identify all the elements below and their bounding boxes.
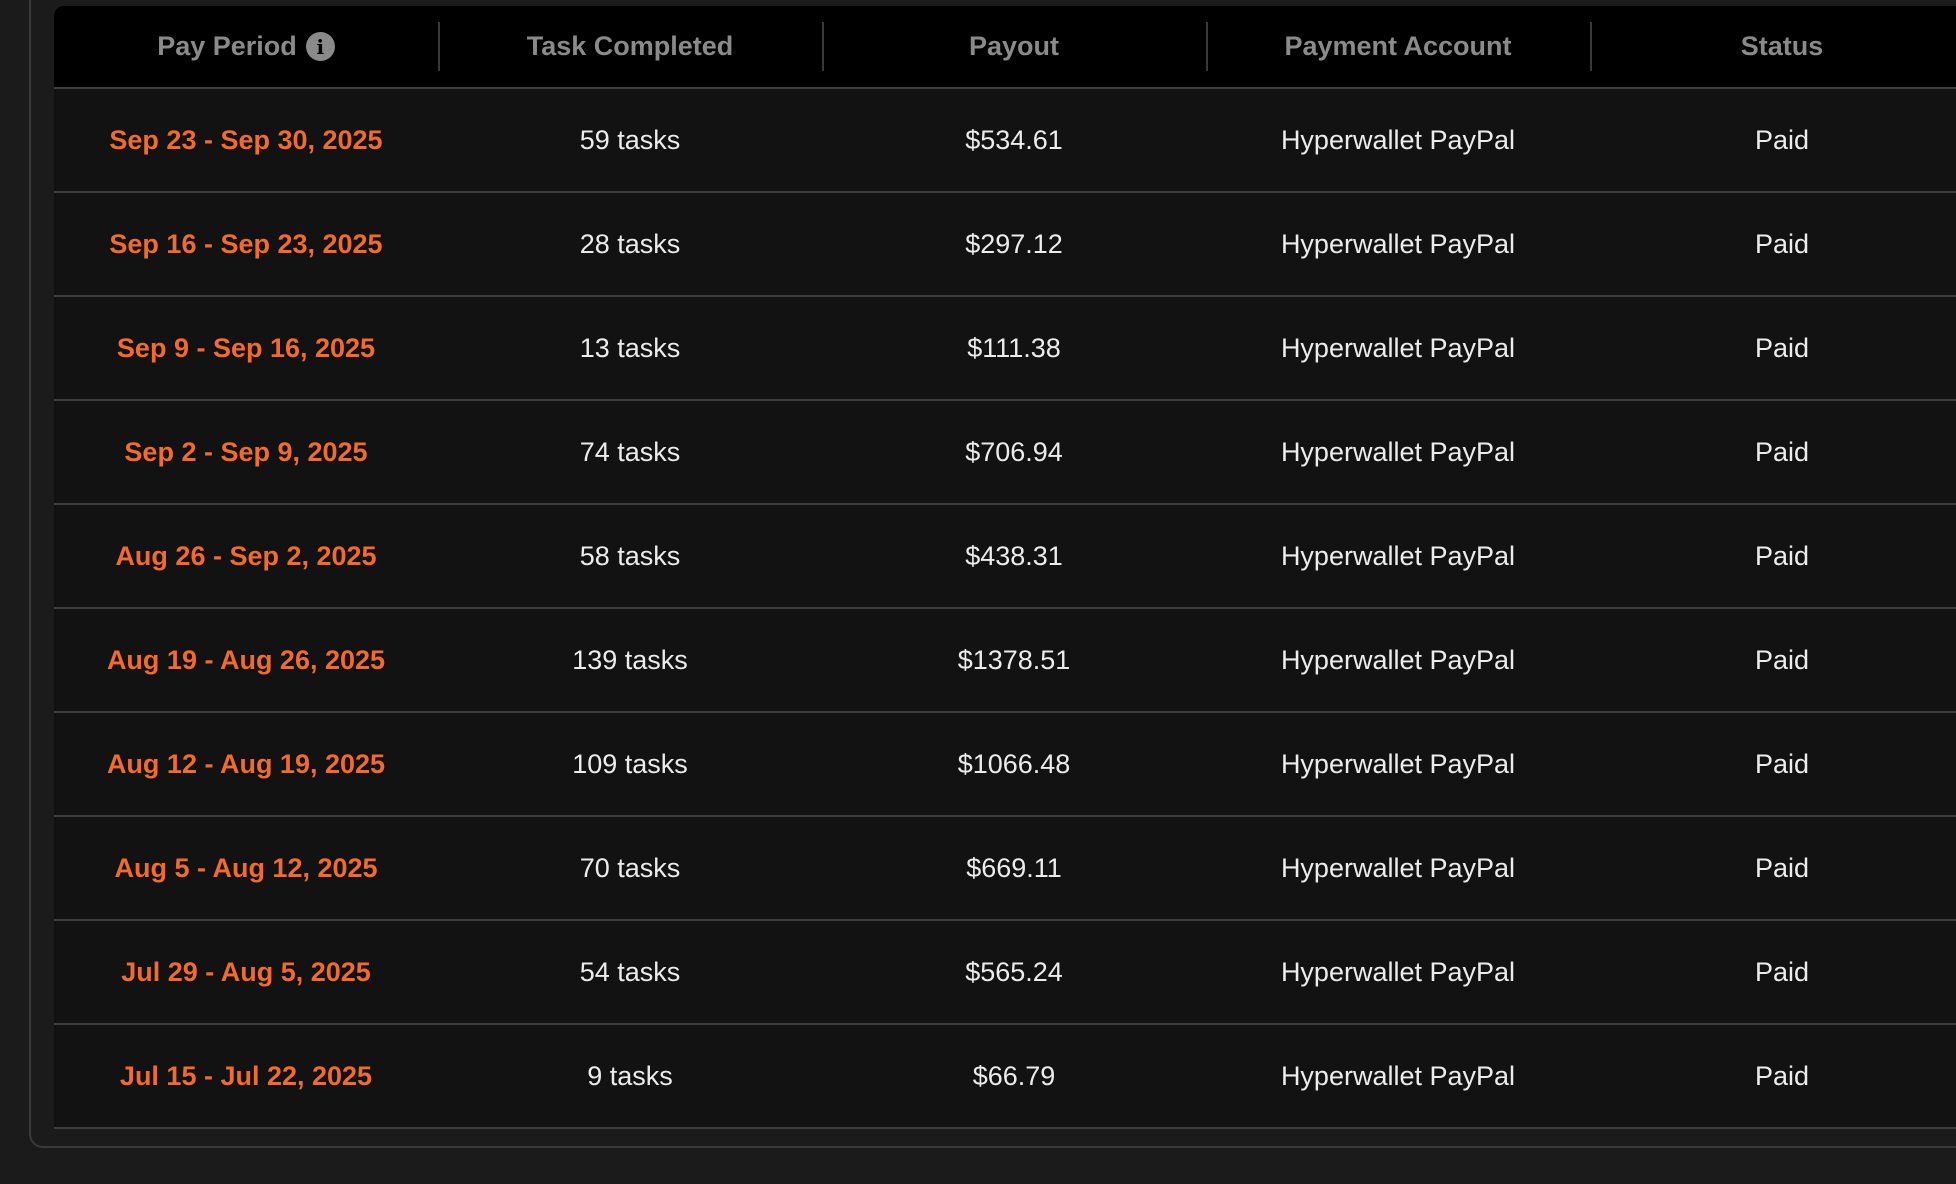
tasks-cell: 74 tasks bbox=[579, 436, 681, 467]
status-cell: Paid bbox=[1754, 436, 1810, 467]
payout-cell: $565.24 bbox=[965, 956, 1063, 987]
payout-cell: $534.61 bbox=[965, 124, 1063, 155]
tasks-cell: 58 tasks bbox=[579, 540, 681, 571]
status-cell: Paid bbox=[1754, 956, 1810, 987]
payment-account-cell: Hyperwallet PayPal bbox=[1280, 644, 1516, 675]
status-cell: Paid bbox=[1754, 1060, 1810, 1091]
status-cell: Paid bbox=[1754, 332, 1810, 363]
table-row[interactable]: Sep 23 - Sep 30, 2025 59 tasks $534.61 Hype… bbox=[54, 89, 1956, 193]
payment-account-cell: Hyperwallet PayPal bbox=[1280, 748, 1516, 779]
table-row[interactable]: Aug 12 - Aug 19, 2025 109 tasks $1066.48 Hy… bbox=[54, 713, 1956, 817]
payout-cell: $297.12 bbox=[965, 228, 1063, 259]
payment-account-cell: Hyperwallet PayPal bbox=[1280, 228, 1516, 259]
table-body: Sep 23 - Sep 30, 2025 59 tasks $534.61 Hype… bbox=[54, 89, 1956, 1129]
payment-account-cell: Hyperwallet PayPal bbox=[1280, 540, 1516, 571]
payout-cell: $706.94 bbox=[965, 436, 1063, 467]
table-row[interactable]: Aug 26 - Sep 2, 2025 58 tasks $438.31 Hyper… bbox=[54, 505, 1956, 609]
status-cell: Paid bbox=[1754, 852, 1810, 883]
pay-period-cell: Jul 29 - Aug 5, 2025 bbox=[121, 956, 371, 987]
tasks-cell: 70 tasks bbox=[579, 852, 681, 883]
pay-period-cell: Sep 23 - Sep 30, 2025 bbox=[109, 124, 383, 155]
payouts-table: Pay Period i Task Completed Payout Payme… bbox=[54, 6, 1956, 1129]
status-cell: Paid bbox=[1754, 644, 1810, 675]
payout-cell: $111.38 bbox=[967, 332, 1061, 363]
pay-period-cell: Aug 19 - Aug 26, 2025 bbox=[106, 644, 386, 675]
payout-cell: $1378.51 bbox=[957, 644, 1071, 675]
tasks-cell: 54 tasks bbox=[579, 956, 681, 987]
payment-account-cell: Hyperwallet PayPal bbox=[1280, 956, 1516, 987]
header-pay-period[interactable]: Pay Period i bbox=[54, 6, 438, 87]
pay-period-cell: Aug 26 - Sep 2, 2025 bbox=[115, 540, 377, 571]
header-status[interactable]: Status bbox=[1590, 6, 1956, 87]
table-row[interactable]: Aug 5 - Aug 12, 2025 70 tasks $669.11 Hyper… bbox=[54, 817, 1956, 921]
header-label: Pay Period bbox=[157, 31, 297, 61]
payment-account-cell: Hyperwallet PayPal bbox=[1280, 332, 1516, 363]
tasks-cell: 109 tasks bbox=[572, 748, 688, 779]
pay-period-cell: Sep 9 - Sep 16, 2025 bbox=[116, 332, 376, 363]
pay-period-cell: Sep 16 - Sep 23, 2025 bbox=[109, 228, 383, 259]
info-icon[interactable]: i bbox=[305, 32, 335, 61]
payment-account-cell: Hyperwallet PayPal bbox=[1280, 852, 1516, 883]
pay-period-cell: Aug 5 - Aug 12, 2025 bbox=[114, 852, 378, 883]
payout-cell: $1066.48 bbox=[957, 748, 1071, 779]
payment-account-cell: Hyperwallet PayPal bbox=[1280, 436, 1516, 467]
pay-period-cell: Sep 2 - Sep 9, 2025 bbox=[124, 436, 368, 467]
tasks-cell: 139 tasks bbox=[572, 644, 688, 675]
tasks-cell: 13 tasks bbox=[579, 332, 681, 363]
header-task-completed[interactable]: Task Completed bbox=[438, 6, 822, 87]
tasks-cell: 59 tasks bbox=[579, 124, 681, 155]
payout-cell: $438.31 bbox=[965, 540, 1063, 571]
table-row[interactable]: Sep 2 - Sep 9, 2025 74 tasks $706.94 Hyperw… bbox=[54, 401, 1956, 505]
table-row[interactable]: Sep 9 - Sep 16, 2025 13 tasks $111.38 Hyper… bbox=[54, 297, 1956, 401]
tasks-cell: 28 tasks bbox=[579, 228, 681, 259]
status-cell: Paid bbox=[1754, 748, 1810, 779]
table-row[interactable]: Jul 29 - Aug 5, 2025 54 tasks $565.24 Hyper… bbox=[54, 921, 1956, 1025]
status-cell: Paid bbox=[1754, 540, 1810, 571]
payment-account-cell: Hyperwallet PayPal bbox=[1280, 124, 1516, 155]
pay-period-cell: Jul 15 - Jul 22, 2025 bbox=[119, 1060, 373, 1091]
pay-period-cell: Aug 12 - Aug 19, 2025 bbox=[106, 748, 386, 779]
tasks-cell: 9 tasks bbox=[587, 1060, 673, 1091]
header-payout[interactable]: Payout bbox=[822, 6, 1206, 87]
header-payment-account[interactable]: Payment Account bbox=[1206, 6, 1590, 87]
payout-cell: $669.11 bbox=[966, 852, 1062, 883]
payment-account-cell: Hyperwallet PayPal bbox=[1280, 1060, 1516, 1091]
status-cell: Paid bbox=[1754, 124, 1810, 155]
payout-cell: $66.79 bbox=[972, 1060, 1056, 1091]
table-row[interactable]: Sep 16 - Sep 23, 2025 28 tasks $297.12 Hype… bbox=[54, 193, 1956, 297]
status-cell: Paid bbox=[1754, 228, 1810, 259]
table-row[interactable]: Jul 15 - Jul 22, 2025 9 tasks $66.79 Hyperw… bbox=[54, 1025, 1956, 1129]
table-header: Pay Period i Task Completed Payout Payme… bbox=[54, 6, 1956, 89]
table-row[interactable]: Aug 19 - Aug 26, 2025 139 tasks $1378.51 Hy… bbox=[54, 609, 1956, 713]
